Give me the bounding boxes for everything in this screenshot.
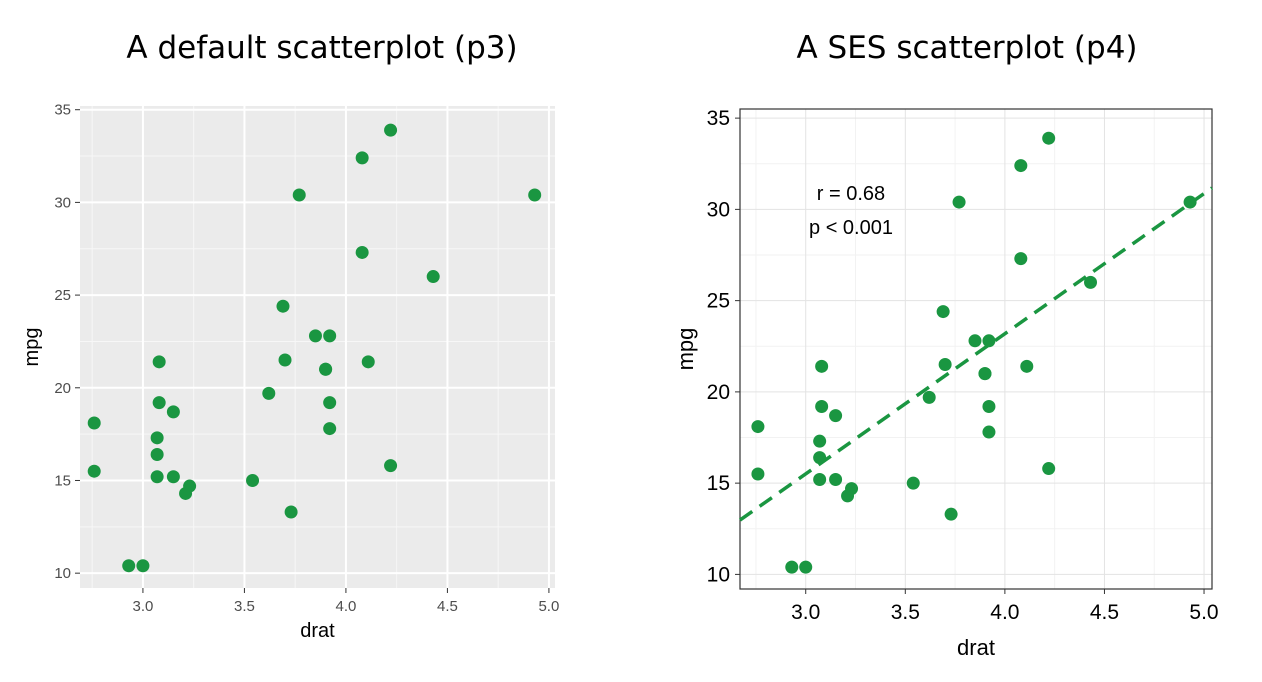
x-axis-label: drat — [300, 620, 335, 642]
y-tick-label: 30 — [54, 194, 71, 211]
data-point — [906, 476, 920, 490]
data-point — [829, 409, 843, 423]
data-point — [361, 355, 375, 369]
data-point — [384, 459, 398, 473]
data-point — [152, 396, 166, 410]
data-point — [355, 245, 369, 259]
data-point — [978, 367, 992, 381]
x-tick-label: 4.5 — [1090, 601, 1119, 624]
data-point — [829, 472, 843, 486]
data-point — [944, 507, 958, 521]
data-point — [938, 358, 952, 372]
plot-border — [739, 108, 1213, 590]
p-value-annotation: p < 0.001 — [809, 217, 893, 239]
data-point — [1042, 462, 1056, 476]
data-point — [122, 559, 136, 573]
data-point — [1014, 252, 1028, 266]
y-tick-label: 35 — [707, 107, 730, 130]
y-tick-label: 10 — [707, 563, 730, 586]
data-point — [262, 386, 276, 400]
data-point — [284, 505, 298, 519]
data-point — [87, 416, 101, 430]
data-point — [813, 434, 827, 448]
y-tick-label: 20 — [707, 381, 730, 404]
y-tick-label: 25 — [54, 287, 71, 304]
data-point — [936, 305, 950, 319]
plot-panel — [740, 109, 1212, 589]
data-point — [1042, 131, 1056, 145]
data-point — [150, 470, 164, 484]
data-point — [246, 473, 260, 487]
data-point — [323, 396, 337, 410]
x-tick-label: 3.0 — [132, 598, 153, 615]
data-point — [751, 467, 765, 481]
data-point — [1020, 359, 1034, 373]
data-point — [319, 362, 333, 376]
chart-title-p4: A SES scatterplot (p4) — [796, 30, 1138, 66]
data-point — [87, 464, 101, 478]
data-point — [136, 559, 150, 573]
y-axis-label: mpg — [21, 328, 43, 367]
x-tick-label: 5.0 — [1189, 601, 1218, 624]
plot-panel — [80, 106, 555, 588]
data-point — [292, 188, 306, 202]
data-point — [815, 399, 829, 413]
data-point — [426, 270, 440, 284]
data-point — [751, 420, 765, 434]
data-point — [150, 448, 164, 462]
y-tick-label: 20 — [54, 380, 71, 397]
data-point — [785, 560, 799, 574]
data-point — [384, 123, 398, 137]
correlation-annotation: r = 0.68 — [817, 183, 885, 205]
y-tick-label: 30 — [707, 198, 730, 221]
chart-title-p3: A default scatterplot (p3) — [126, 30, 518, 66]
data-point — [982, 425, 996, 439]
data-point — [323, 422, 337, 436]
data-point — [152, 355, 166, 369]
data-point — [968, 334, 982, 348]
data-point — [166, 470, 180, 484]
data-point — [355, 151, 369, 165]
data-point — [1183, 195, 1197, 209]
x-tick-label: 3.0 — [791, 601, 820, 624]
y-tick-label: 15 — [707, 472, 730, 495]
data-point — [150, 431, 164, 445]
data-point — [815, 359, 829, 373]
x-tick-label: 4.0 — [335, 598, 356, 615]
data-point — [308, 329, 322, 343]
data-point — [845, 482, 859, 496]
data-point — [982, 399, 996, 413]
x-tick-label: 3.5 — [234, 598, 255, 615]
x-tick-label: 3.5 — [891, 601, 920, 624]
data-point — [276, 299, 290, 313]
data-point — [323, 329, 337, 343]
data-point — [1014, 159, 1028, 173]
y-tick-label: 35 — [54, 102, 71, 119]
data-point — [528, 188, 542, 202]
data-point — [813, 451, 827, 465]
data-point — [952, 195, 966, 209]
x-axis-label: drat — [957, 635, 995, 660]
data-point — [922, 390, 936, 404]
x-tick-label: 4.0 — [990, 601, 1019, 624]
data-point — [278, 353, 292, 367]
regression-line — [738, 186, 1214, 522]
y-axis-label: mpg — [673, 328, 698, 371]
data-point — [166, 405, 180, 419]
data-point — [982, 334, 996, 348]
y-tick-label: 25 — [707, 290, 730, 313]
data-point — [813, 472, 827, 486]
data-point — [1084, 275, 1098, 289]
x-tick-label: 5.0 — [538, 598, 559, 615]
y-tick-label: 15 — [54, 472, 71, 489]
data-point — [799, 560, 813, 574]
x-tick-label: 4.5 — [437, 598, 458, 615]
data-point — [183, 479, 197, 493]
y-tick-label: 10 — [54, 565, 71, 582]
